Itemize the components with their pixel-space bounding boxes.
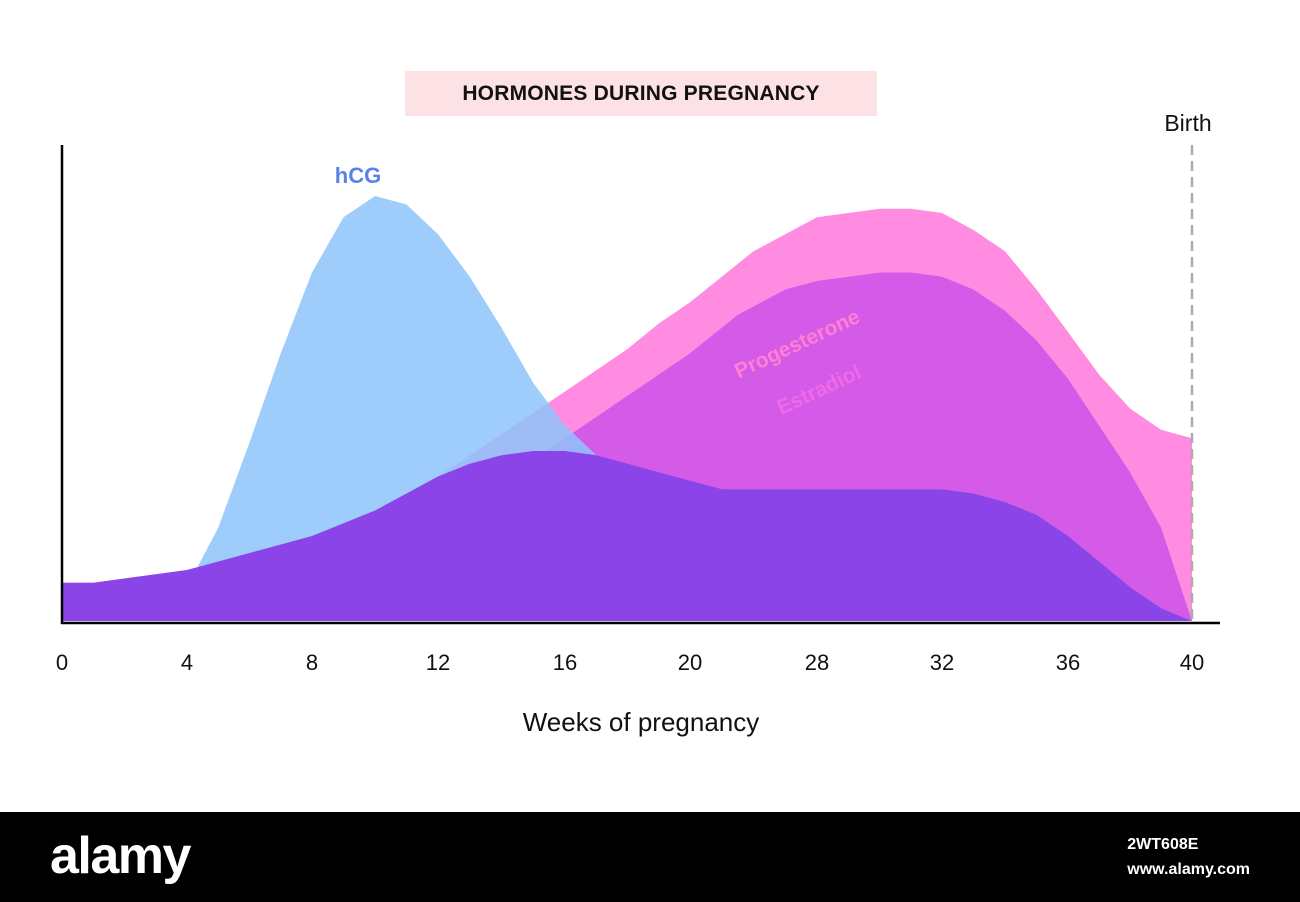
x-tick-label: 4 (181, 650, 193, 675)
overlap-area (62, 451, 1192, 621)
x-tick-labels: 0 4 8 12 16 20 28 32 36 40 (56, 650, 1204, 675)
x-tick-label: 32 (930, 650, 954, 675)
watermark-footer: alamy 2WT608E www.alamy.com (0, 812, 1300, 902)
chart-title: HORMONES DURING PREGNANCY (462, 81, 820, 105)
x-axis-title: Weeks of pregnancy (523, 707, 760, 737)
x-tick-label: 0 (56, 650, 68, 675)
chart-title-box: HORMONES DURING PREGNANCY (405, 71, 877, 116)
image-reference: 2WT608E www.alamy.com (1127, 832, 1250, 882)
x-tick-label: 40 (1180, 650, 1204, 675)
brand-logo: alamy (50, 827, 191, 885)
series-label-hcg: hCG (335, 163, 381, 188)
chart-canvas: Birth 0 4 8 12 16 20 28 32 36 40 Weeks of pregnan… (56, 110, 1220, 737)
site-url: www.alamy.com (1127, 861, 1250, 878)
x-tick-label: 20 (678, 650, 702, 675)
x-tick-label: 8 (306, 650, 318, 675)
chart-areas (62, 196, 1192, 622)
x-tick-label: 12 (426, 650, 450, 675)
x-tick-label: 16 (553, 650, 577, 675)
x-tick-label: 36 (1056, 650, 1080, 675)
image-id: 2WT608E (1127, 836, 1199, 853)
x-tick-label: 28 (805, 650, 829, 675)
birth-label: Birth (1164, 110, 1211, 136)
